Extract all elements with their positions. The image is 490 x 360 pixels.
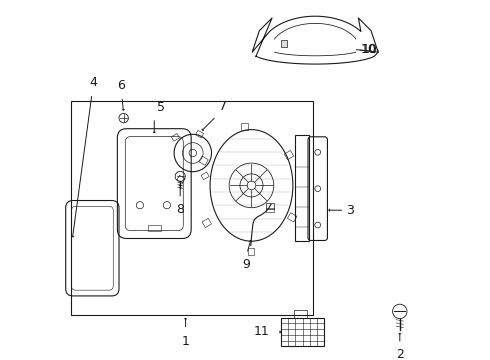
Bar [148,225,161,231]
Text: 11: 11 [253,325,269,338]
Bar [202,218,212,228]
Text: 10: 10 [360,43,376,56]
Text: 4: 4 [89,76,97,89]
Bar [172,134,179,141]
Bar [266,208,274,212]
Text: 2: 2 [396,348,404,360]
Bar [199,156,208,165]
Bar [72,101,313,315]
Text: 7: 7 [219,100,227,113]
Bar [201,172,209,180]
Bar [266,203,274,209]
Bar [248,248,254,255]
Bar [281,40,288,47]
Bar [177,175,185,183]
Bar [284,150,294,160]
Bar [294,135,309,241]
Bar [288,213,297,222]
Bar [242,123,248,130]
Text: 6: 6 [117,79,125,92]
Bar [294,310,307,318]
Text: 8: 8 [176,203,184,216]
Bar [196,130,204,138]
Bar [281,318,324,346]
Text: 10: 10 [362,43,378,56]
Text: 3: 3 [346,204,354,217]
Text: 9: 9 [242,258,250,271]
Text: 5: 5 [157,101,165,114]
Text: 1: 1 [182,335,190,348]
